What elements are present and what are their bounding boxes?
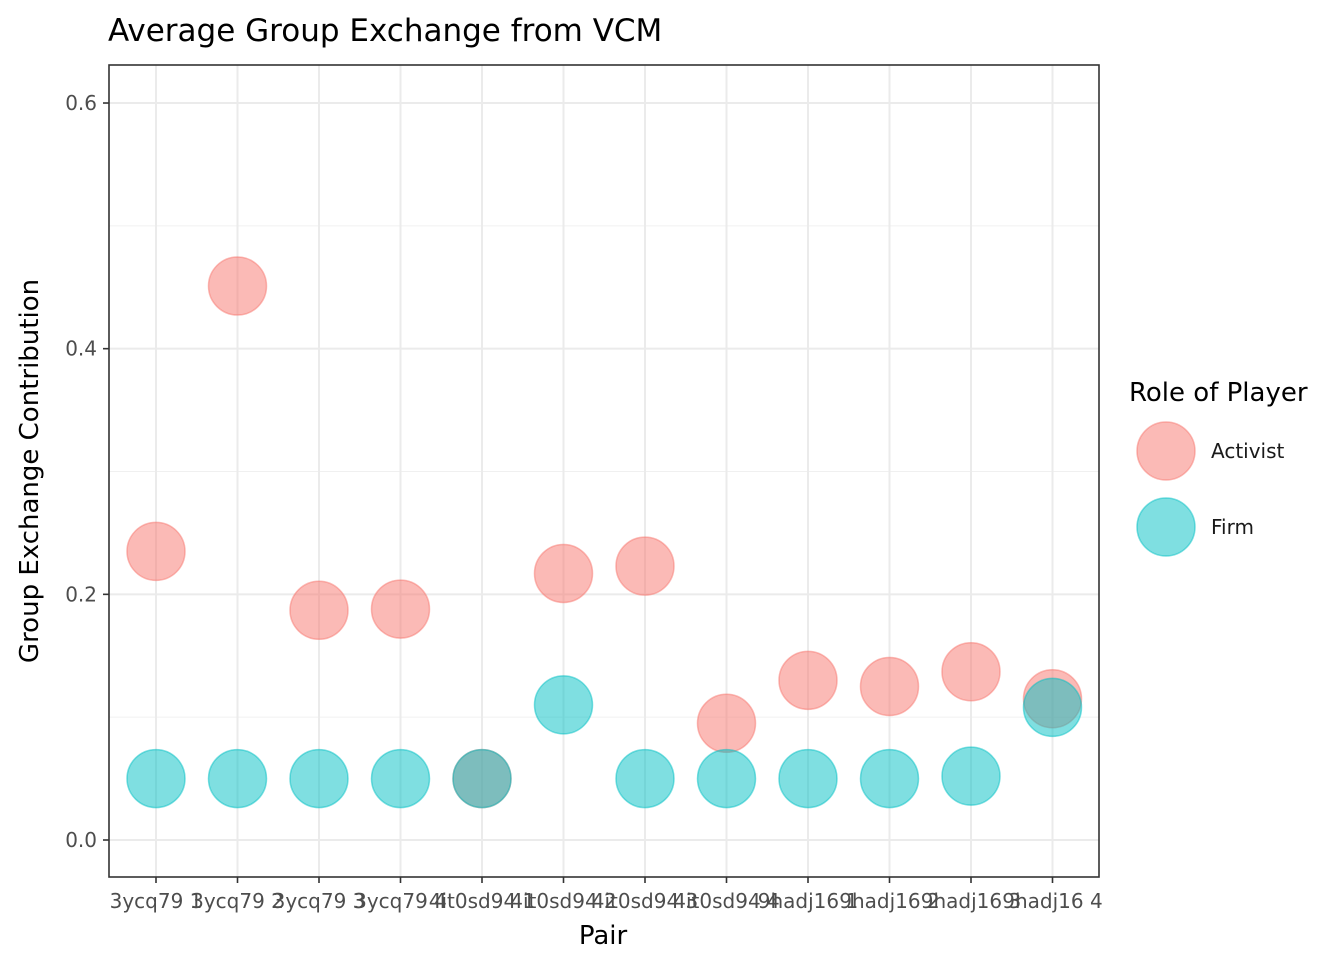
point-activist [126, 521, 186, 582]
minor-gridlines [109, 225, 1099, 718]
x-tick-label: 4it0sd94 1 [429, 889, 536, 913]
point-activist [778, 650, 838, 711]
x-tick-label: 4it0sd94 3 [592, 889, 699, 913]
plot-panel-border [108, 64, 1100, 878]
y-tick-label: 0.0 [65, 828, 97, 852]
x-axis-title: Pair [579, 921, 628, 951]
legend-key-activist [1136, 421, 1196, 481]
y-tick-label: 0.6 [65, 91, 97, 115]
point-activist [941, 641, 1001, 702]
point-firm [778, 748, 838, 809]
point-firm [533, 675, 594, 735]
point-activist [533, 543, 594, 604]
legend: Role of Player Activist Firm [1129, 378, 1308, 557]
point-activist [289, 580, 349, 641]
legend-key-firm [1136, 497, 1196, 557]
point-firm [207, 748, 268, 809]
point-firm [452, 748, 512, 809]
data-points [126, 256, 1083, 809]
x-tick-label: 3ycq79 3 [273, 889, 366, 913]
x-tick-label: 4it0sd94 2 [510, 889, 617, 913]
x-tick-label: 3ycq79 1 [110, 889, 203, 913]
y-axis: 0.0 0.2 0.4 0.6 [65, 91, 109, 852]
x-tick-label: 9hadj16 1 [758, 889, 858, 913]
x-tick-label: 9hadj16 2 [839, 889, 939, 913]
major-gridlines [109, 65, 1099, 877]
point-activist [859, 656, 920, 717]
legend-label-firm: Firm [1211, 515, 1254, 539]
point-activist [696, 693, 757, 754]
y-axis-title: Group Exchange Contribution [15, 279, 45, 663]
point-firm [370, 748, 431, 809]
legend-label-activist: Activist [1211, 439, 1285, 463]
x-tick-label: 9hadj16 4 [1002, 889, 1102, 913]
legend-title: Role of Player [1129, 378, 1308, 408]
y-tick-label: 0.4 [65, 337, 97, 361]
point-firm [1022, 677, 1083, 738]
point-activist [207, 256, 268, 316]
point-firm [696, 748, 757, 809]
point-firm [859, 748, 920, 809]
x-tick-label: 3ycq79 2 [191, 889, 284, 913]
point-activist [615, 536, 675, 596]
chart-title: Average Group Exchange from VCM [108, 13, 662, 49]
point-firm [615, 748, 675, 809]
point-firm [126, 748, 186, 809]
point-firm [289, 748, 349, 809]
point-firm [941, 746, 1001, 806]
x-tick-label: 9hadj16 3 [921, 889, 1021, 913]
point-activist [370, 579, 431, 639]
x-tick-label: 4it0sd94 4 [673, 889, 780, 913]
x-tick-label: 3ycq79 4 [354, 889, 447, 913]
y-tick-label: 0.2 [65, 582, 97, 606]
